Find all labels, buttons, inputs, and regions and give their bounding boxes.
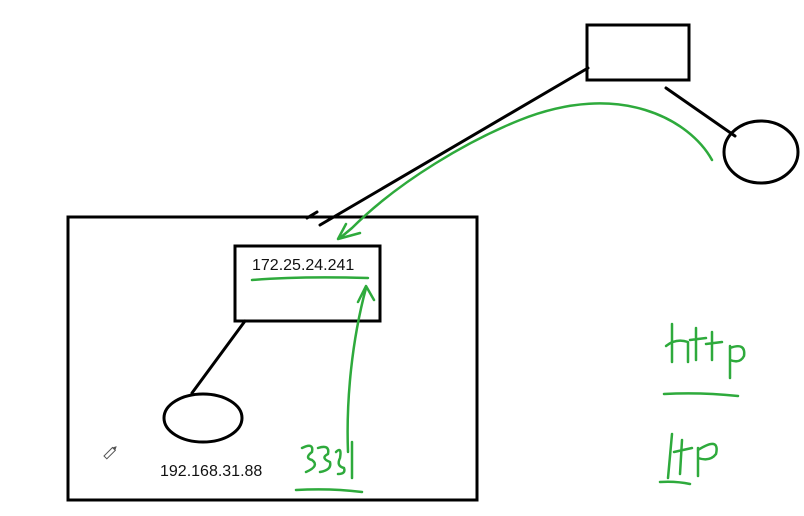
lan-boundary-box (66, 215, 479, 502)
handwritten-http (664, 322, 746, 380)
host-node (162, 392, 244, 444)
remote-link-line (664, 86, 737, 138)
wan-link-tick (305, 210, 319, 220)
host-ip-label: 192.168.31.88 (160, 463, 262, 480)
handwritten-ftp (666, 432, 718, 480)
router-box (233, 244, 382, 323)
remote-to-router-arrowhead (336, 222, 362, 241)
green-annotations (250, 102, 746, 494)
router-ip-label: 172.25.24.241 (252, 257, 354, 274)
router-ip-underline (250, 276, 370, 282)
handwritten-ftp-underline (658, 480, 692, 486)
handwritten-3389 (300, 440, 354, 480)
wan-link-line (318, 66, 590, 227)
handwritten-3389-underline (294, 488, 364, 494)
remote-to-router-arrow (338, 102, 714, 240)
remote-server-box (585, 23, 691, 82)
host-to-router-arrowhead (356, 284, 376, 304)
pencil-cursor-icon (103, 446, 117, 460)
handwritten-http-underline (662, 392, 740, 398)
lan-link-line (190, 319, 247, 395)
remote-client-node (722, 119, 800, 185)
host-to-router-arrow (346, 286, 368, 454)
